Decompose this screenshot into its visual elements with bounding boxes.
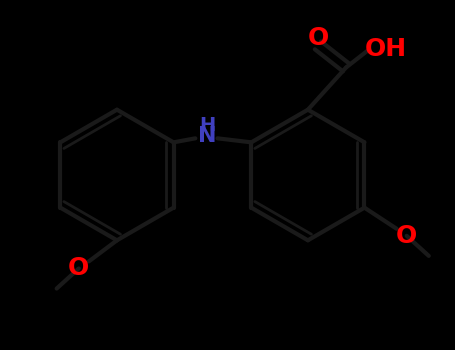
Text: N: N: [198, 126, 217, 146]
Text: O: O: [396, 224, 417, 248]
Text: H: H: [199, 116, 216, 135]
Text: O: O: [307, 26, 329, 50]
Text: OH: OH: [365, 37, 407, 61]
Text: O: O: [68, 257, 89, 280]
